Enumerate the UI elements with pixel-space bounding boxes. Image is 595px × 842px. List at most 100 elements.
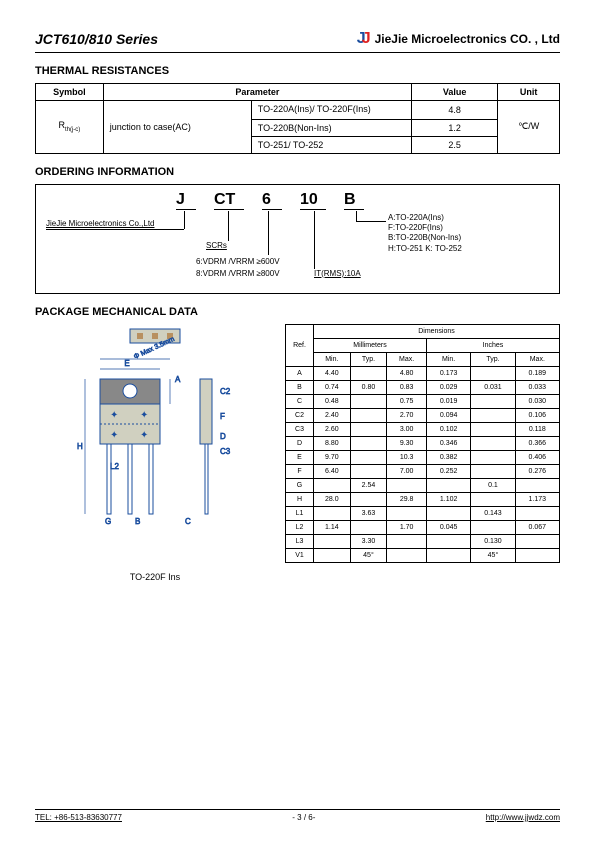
ref-cell: C3 [286,422,314,436]
svg-text:C: C [185,517,191,526]
dim-cell [515,506,559,520]
thermal-section-title: THERMAL RESISTANCES [35,65,560,77]
connector-line [268,211,269,255]
dim-cell: 2.40 [314,408,351,422]
val-cell: 4.8 [412,101,498,120]
dim-cell [471,520,515,534]
dim-cell: 0.030 [515,394,559,408]
footer-page: - 3 / 6- [292,813,315,822]
svg-text:✦: ✦ [140,410,148,421]
svg-text:E: E [124,359,129,368]
dim-cell: 0.019 [426,394,470,408]
table-row: Rth(j-c) junction to case(AC) TO-220A(In… [36,101,560,120]
ref-cell: L1 [286,506,314,520]
dim-cell: 0.83 [387,380,427,394]
company-text: JieJie Microelectronics CO. , Ltd [375,32,560,46]
dim-cell: 0.276 [515,464,559,478]
unit-cell: ℃/W [498,101,560,154]
dim-cell: 0.102 [426,422,470,436]
svg-text:✦: ✦ [110,410,118,421]
dim-cell [515,478,559,492]
dim-cell: 3.00 [387,422,427,436]
svg-text:✦: ✦ [110,430,118,441]
to220f-drawing: ✦ ✦ ✦ ✦ E A C2 F D C3 H [45,324,265,564]
ref-header: Ref. [286,324,314,366]
dim-cell: 0.1 [471,478,515,492]
dim-cell [350,464,387,478]
dim-cell: 45° [350,548,387,562]
ref-cell: C2 [286,408,314,422]
svg-text:✦: ✦ [140,430,148,441]
ref-cell: D [286,436,314,450]
ref-cell: E [286,450,314,464]
col-max: Max. [515,352,559,366]
svg-text:C2: C2 [220,387,231,396]
dim-cell [387,534,427,548]
package-drawing: ✦ ✦ ✦ ✦ E A C2 F D C3 H [35,324,275,582]
ord-letter-10: 10 [300,191,326,210]
dim-cell: 45° [471,548,515,562]
ord-suffix: H:TO-251 K: TO-252 [388,244,462,254]
dim-cell [471,464,515,478]
table-header-row: Symbol Parameter Value Unit [36,84,560,101]
dim-cell: 4.40 [314,366,351,380]
ref-cell: V1 [286,548,314,562]
dim-cell [426,506,470,520]
dim-cell [314,506,351,520]
table-row: G2.540.1 [286,478,560,492]
dim-cell: 2.70 [387,408,427,422]
param-cell: junction to case(AC) [103,101,251,154]
table-row: Ref. Dimensions [286,324,560,338]
dim-cell: 0.143 [471,506,515,520]
dim-cell [387,506,427,520]
dim-cell: 1.70 [387,520,427,534]
table-row: C22.402.700.0940.106 [286,408,560,422]
col-value: Value [412,84,498,101]
series-title: JCT610/810 Series [35,31,158,47]
dim-cell: 0.80 [350,380,387,394]
mm-header: Millimeters [314,338,427,352]
dim-cell: 0.346 [426,436,470,450]
table-row: D8.809.300.3460.366 [286,436,560,450]
dim-cell [471,450,515,464]
dim-cell: 29.8 [387,492,427,506]
dim-cell [426,534,470,548]
table-row: B0.740.800.830.0290.0310.033 [286,380,560,394]
ord-v6: 6:VDRM /VRRM ≥600V [196,257,280,266]
dim-cell: 3.30 [350,534,387,548]
ref-cell: G [286,478,314,492]
ordering-diagram: J CT 6 10 B JieJie Microelectronics Co.,… [35,184,560,294]
logo-j-red: J [362,30,371,48]
svg-text:A: A [175,375,181,384]
ord-v8: 8:VDRM /VRRM ≥800V [196,269,280,278]
table-row: L21.141.700.0450.067 [286,520,560,534]
dim-cell [350,408,387,422]
val-cell: 1.2 [412,119,498,136]
dim-cell: 3.63 [350,506,387,520]
dim-cell [471,436,515,450]
dim-cell [426,478,470,492]
package-section-title: PACKAGE MECHANICAL DATA [35,306,560,318]
table-row: C0.480.750.0190.030 [286,394,560,408]
dim-cell [471,394,515,408]
dim-cell: 2.60 [314,422,351,436]
dim-cell: 28.0 [314,492,351,506]
dim-cell [387,548,427,562]
table-row: L33.300.130 [286,534,560,548]
dim-cell: 7.00 [387,464,427,478]
dim-cell: 9.70 [314,450,351,464]
dim-cell [350,450,387,464]
table-row: Min. Typ. Max. Min. Typ. Max. [286,352,560,366]
dim-cell: 0.033 [515,380,559,394]
dim-cell: 8.80 [314,436,351,450]
dim-cell: 0.094 [426,408,470,422]
connector-line [356,221,386,222]
ord-suffix: B:TO-220B(Non-Ins) [388,233,462,243]
dim-cell [387,478,427,492]
thermal-table: Symbol Parameter Value Unit Rth(j-c) jun… [35,83,560,154]
ord-company-label: JieJie Microelectronics Co.,Ltd [46,219,154,228]
dim-cell [515,534,559,548]
dim-cell: 0.067 [515,520,559,534]
col-typ: Typ. [350,352,387,366]
svg-text:G: G [105,517,111,526]
